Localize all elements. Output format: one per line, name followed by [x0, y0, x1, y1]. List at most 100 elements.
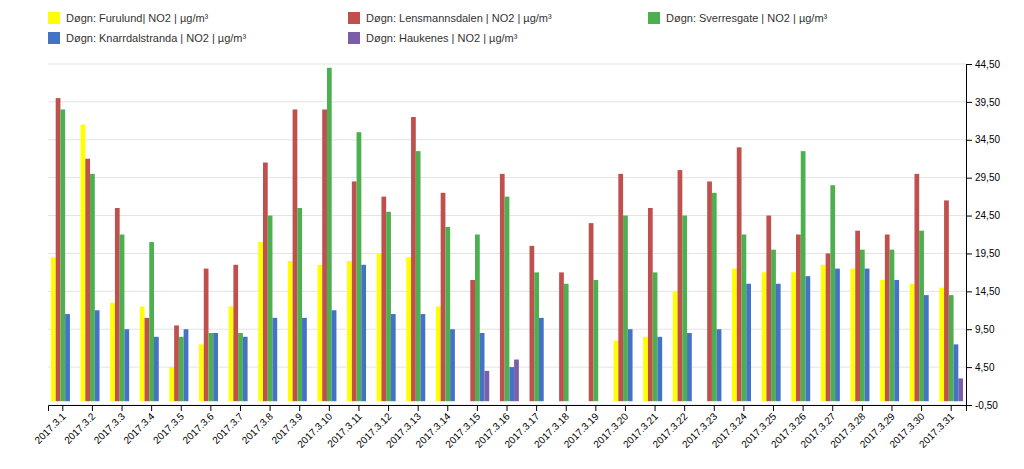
- x-tick-mark: [832, 405, 833, 411]
- bar: [717, 329, 722, 401]
- bar: [573, 401, 578, 402]
- bar: [347, 261, 352, 401]
- y-tick-label: 39,50: [975, 97, 1000, 108]
- bar: [366, 401, 371, 402]
- x-tick-mark: [536, 405, 537, 411]
- bar: [712, 193, 717, 401]
- bar: [361, 265, 366, 401]
- bar: [746, 284, 751, 401]
- bar: [154, 337, 159, 401]
- bar: [781, 401, 786, 402]
- legend-swatch: [648, 12, 660, 24]
- x-tick-mark: [684, 405, 685, 411]
- y-tick-mark: [966, 216, 972, 217]
- x-tick-mark: [566, 405, 567, 411]
- bar: [179, 337, 184, 401]
- x-tick-label: 2017.3.31: [917, 410, 957, 450]
- bar: [317, 265, 322, 401]
- bar: [218, 401, 223, 402]
- bar: [406, 257, 411, 401]
- y-tick-mark: [966, 253, 972, 254]
- bar: [894, 280, 899, 401]
- bar: [860, 250, 865, 402]
- bar: [944, 200, 949, 401]
- y-tick-mark: [966, 291, 972, 292]
- y-tick-label: -0,50: [975, 400, 998, 411]
- bar: [855, 231, 860, 402]
- bar: [564, 284, 569, 401]
- bar: [90, 174, 95, 401]
- x-tick-mark: [240, 405, 241, 411]
- bar: [673, 291, 678, 401]
- x-tick-mark: [299, 405, 300, 411]
- bar: [954, 344, 959, 401]
- legend-item: Døgn: Lensmannsdalen | NO2 | µg/m³: [348, 12, 552, 24]
- bar: [169, 367, 174, 401]
- x-tick-mark: [655, 405, 656, 411]
- bar: [534, 272, 539, 401]
- bar: [707, 181, 712, 401]
- y-axis-line: [967, 65, 973, 406]
- bar: [213, 333, 218, 401]
- bar: [593, 280, 598, 401]
- x-axis: 2017.3.12017.3.22017.3.32017.3.42017.3.5…: [32, 405, 966, 450]
- bar: [840, 401, 845, 402]
- bar: [776, 284, 781, 401]
- bar-series: [65, 265, 958, 401]
- legend-label: Døgn: Lensmannsdalen | NO2 | µg/m³: [366, 12, 552, 24]
- x-tick-label: 2017.3.8: [240, 410, 276, 446]
- bar: [248, 401, 253, 402]
- bar-series: [56, 98, 949, 401]
- bar: [352, 181, 357, 401]
- legend-item: Døgn: Furulund| NO2 | µg/m³: [48, 12, 209, 24]
- bar: [653, 272, 658, 401]
- bar: [229, 306, 234, 401]
- x-tick-label: 2017.3.5: [151, 410, 187, 446]
- bar: [322, 109, 327, 401]
- grid-line: [48, 177, 966, 178]
- x-tick-mark: [358, 405, 359, 411]
- bar: [678, 170, 683, 401]
- x-tick-mark: [388, 405, 389, 411]
- bar: [584, 401, 589, 402]
- bar: [598, 401, 603, 402]
- grid: [48, 64, 966, 405]
- bar: [268, 216, 273, 402]
- y-axis: -0,504,509,5014,5019,5024,5029,5034,5039…: [966, 59, 1000, 411]
- bar: [702, 401, 707, 402]
- x-tick-mark: [181, 405, 182, 411]
- bar: [687, 333, 692, 401]
- grid-line: [48, 64, 966, 65]
- x-tick-label: 2017.3.3: [92, 410, 128, 446]
- bar: [801, 151, 806, 401]
- bar: [826, 253, 831, 401]
- bar: [500, 174, 505, 401]
- x-tick-mark: [891, 405, 892, 411]
- bar-series: [484, 360, 963, 402]
- x-tick-label: 2017.3.6: [181, 410, 217, 446]
- bar: [614, 341, 619, 402]
- x-tick-mark: [714, 405, 715, 411]
- bar: [682, 216, 687, 402]
- bar: [484, 371, 489, 401]
- bar: [243, 337, 248, 401]
- x-tick-mark: [773, 405, 774, 411]
- y-tick: 4,50: [966, 362, 995, 373]
- bar: [835, 269, 840, 402]
- bar: [416, 151, 421, 401]
- legend-swatch: [348, 12, 360, 24]
- legend-label: Døgn: Knarrdalstranda | NO2 | µg/m³: [66, 32, 247, 44]
- bar: [199, 344, 204, 401]
- x-tick-mark: [862, 405, 863, 411]
- y-tick: 19,50: [966, 248, 1000, 259]
- legend-item: Døgn: Knarrdalstranda | NO2 | µg/m³: [48, 32, 247, 44]
- legend-item: Døgn: Haukenes | NO2 | µg/m³: [348, 32, 518, 44]
- bar: [949, 295, 954, 401]
- bar: [209, 333, 214, 401]
- bar: [115, 208, 120, 401]
- x-tick-mark: [329, 405, 330, 411]
- bar: [272, 318, 277, 401]
- x-tick-mark: [743, 405, 744, 411]
- y-tick-label: 29,50: [975, 172, 1000, 183]
- y-tick-mark: [966, 140, 972, 141]
